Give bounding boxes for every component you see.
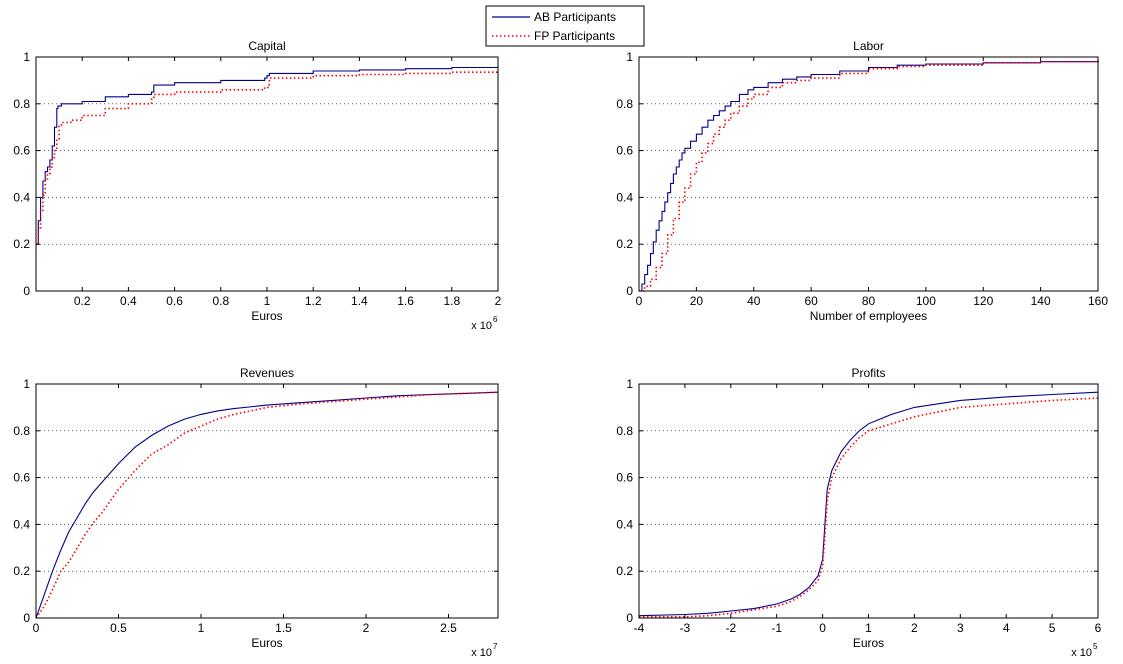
plot-area [639, 57, 1098, 291]
x-tick-label: 2 [363, 621, 370, 635]
x-tick-label: 2.5 [440, 621, 457, 635]
x-tick-label: 2 [495, 294, 502, 308]
x-axis-exponent: x 10 [471, 320, 492, 332]
legend-label-fp: FP Participants [534, 29, 615, 43]
y-tick-label: 0.4 [13, 517, 30, 531]
x-axis-exponent: x 10 [471, 647, 492, 659]
x-tick-label: 3 [957, 621, 964, 635]
x-tick-label: -3 [680, 621, 691, 635]
x-tick-label: 0.4 [120, 294, 137, 308]
x-tick-label: 2 [911, 621, 918, 635]
x-axis-exponent-power: 6 [493, 315, 498, 324]
x-tick-label: 1.6 [397, 294, 414, 308]
y-tick-label: 0.8 [13, 424, 30, 438]
series-line-fp [639, 397, 1099, 618]
x-tick-label: 80 [862, 294, 876, 308]
plot-area [36, 57, 498, 291]
x-tick-label: 140 [1031, 294, 1051, 308]
x-tick-label: 1.2 [305, 294, 322, 308]
y-tick-label: 0.2 [616, 564, 633, 578]
x-tick-label: 4 [1003, 621, 1010, 635]
x-axis-exponent-power: 5 [1093, 642, 1098, 651]
y-tick-label: 1 [23, 50, 30, 64]
y-tick-label: 0.6 [616, 144, 633, 158]
x-tick-label: 100 [916, 294, 936, 308]
y-tick-label: 0.8 [13, 97, 30, 111]
x-axis-label: Euros [853, 636, 884, 650]
legend-box [485, 5, 645, 47]
chart-title: Profits [851, 366, 885, 380]
x-tick-label: -4 [634, 621, 645, 635]
series-line-ab [639, 60, 1099, 292]
y-tick-label: 0 [23, 284, 30, 298]
plot-area [36, 384, 498, 618]
legend: AB Participants FP Participants [485, 5, 645, 47]
x-tick-label: 0.8 [212, 294, 229, 308]
y-tick-label: 0.6 [616, 471, 633, 485]
x-tick-label: 1.5 [275, 621, 292, 635]
x-tick-label: 20 [690, 294, 704, 308]
x-tick-label: 120 [973, 294, 993, 308]
x-tick-label: 0 [33, 621, 40, 635]
y-tick-label: 0.4 [616, 190, 633, 204]
x-axis-exponent: x 10 [1071, 647, 1092, 659]
y-tick-label: 0 [23, 611, 30, 625]
x-axis-label: Euros [251, 309, 282, 323]
x-axis-exponent-power: 7 [493, 642, 498, 651]
x-tick-label: 6 [1095, 621, 1102, 635]
chart-title: Capital [248, 39, 285, 53]
x-tick-label: 1.4 [351, 294, 368, 308]
series-line-ab [35, 391, 499, 619]
y-tick-label: 0.2 [13, 237, 30, 251]
legend-label-ab: AB Participants [534, 10, 616, 24]
y-tick-label: 0 [626, 611, 633, 625]
y-tick-label: 0.8 [616, 424, 633, 438]
y-tick-label: 1 [626, 50, 633, 64]
x-tick-label: 1 [865, 621, 872, 635]
x-tick-label: 1 [264, 294, 271, 308]
plot-area [639, 384, 1098, 618]
chart-capital: 0.2 0.4 0.6 0.8 1 1.2 1.4 1.6 1.8 2 0 0.2 0.4 0.6 0.8 1… [13, 39, 501, 332]
x-tick-label: 0 [819, 621, 826, 635]
y-tick-label: 0.6 [13, 471, 30, 485]
x-tick-label: -2 [725, 621, 736, 635]
x-tick-label: 5 [1049, 621, 1056, 635]
x-tick-label: 1 [198, 621, 205, 635]
x-tick-label: 0.5 [110, 621, 127, 635]
chart-title: Revenues [240, 366, 294, 380]
y-tick-label: 0.8 [616, 97, 633, 111]
y-tick-label: 0.6 [13, 144, 30, 158]
x-tick-label: 0.6 [166, 294, 183, 308]
axes-box [35, 383, 499, 619]
y-tick-label: 0.2 [616, 237, 633, 251]
y-tick-label: 0.4 [616, 517, 633, 531]
y-tick-label: 0.4 [13, 190, 30, 204]
x-tick-label: 40 [747, 294, 761, 308]
y-tick-label: 0 [626, 284, 633, 298]
x-axis-label: Number of employees [810, 309, 927, 323]
chart-labor: 0 20 40 60 80 100 120 140 160 0 0.2 0.4 0.6 0.8 1 Labor… [616, 39, 1108, 323]
y-tick-label: 0.2 [13, 564, 30, 578]
x-axis-label: Euros [251, 636, 282, 650]
series-line-fp [639, 60, 1099, 292]
y-tick-label: 1 [626, 377, 633, 391]
y-tick-label: 1 [23, 377, 30, 391]
x-tick-label: 1.8 [443, 294, 460, 308]
series-line-ab [36, 66, 499, 245]
series-line-fp [35, 391, 499, 619]
series-line-ab [638, 391, 1099, 617]
x-tick-label: 0 [636, 294, 643, 308]
x-tick-label: 160 [1088, 294, 1108, 308]
chart-title: Labor [853, 39, 884, 53]
x-tick-label: 0.2 [74, 294, 91, 308]
x-tick-label: 60 [804, 294, 818, 308]
chart-revenues: 0 0.5 1 1.5 2 2.5 0 0.2 0.4 0.6 0.8 1 Revenues Euros x… [13, 366, 499, 659]
x-tick-label: -1 [771, 621, 782, 635]
chart-profits: -4 -3 -2 -1 0 1 2 3 4 5 6 0 0.2 0.4 0.6 0.8 1 Profits Euro… [616, 366, 1101, 659]
